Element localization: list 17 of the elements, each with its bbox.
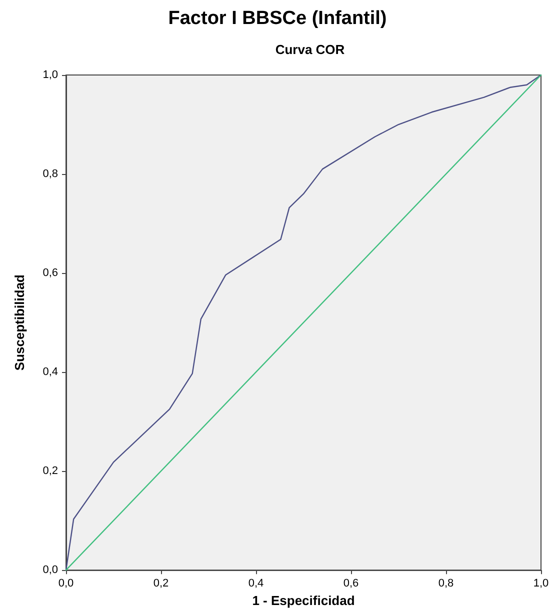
y-tick-label: 0,6 bbox=[42, 267, 58, 280]
y-axis-title: Susceptibilidad bbox=[12, 274, 27, 371]
y-tick-label: 0,8 bbox=[42, 168, 58, 180]
y-tick-label: 0,2 bbox=[42, 465, 58, 478]
x-tick-label: 0,8 bbox=[438, 578, 454, 590]
chart-subtitle: Curva COR bbox=[275, 42, 346, 57]
x-tick-label: 0,0 bbox=[58, 578, 74, 590]
x-tick-label: 0,2 bbox=[153, 578, 169, 590]
y-tick-label: 0,4 bbox=[42, 366, 58, 378]
x-tick-label: 0,6 bbox=[343, 578, 359, 590]
line-series bbox=[65, 74, 542, 571]
x-tick-label: 1,0 bbox=[533, 578, 549, 590]
y-tick-label: 1,0 bbox=[42, 69, 58, 81]
y-tick-label: 0,0 bbox=[42, 564, 58, 576]
x-axis-title: 1 - Especificidad bbox=[252, 593, 355, 608]
chart-title: Factor I BBSCe (Infantil) bbox=[168, 8, 387, 29]
x-tick-label: 0,4 bbox=[248, 578, 264, 590]
